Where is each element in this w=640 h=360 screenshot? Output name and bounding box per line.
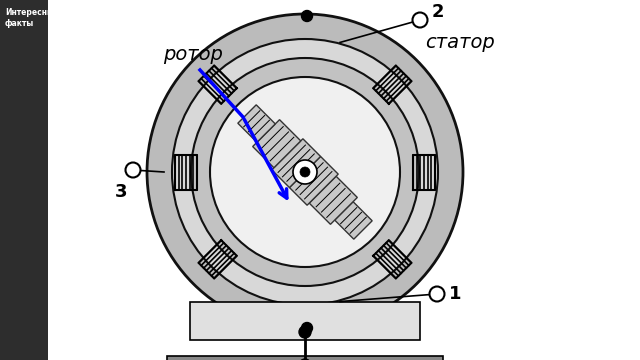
Circle shape [172, 39, 438, 305]
Circle shape [300, 167, 310, 177]
Polygon shape [253, 120, 301, 168]
Circle shape [299, 359, 311, 360]
Bar [0, 0, 48, 360]
Circle shape [191, 58, 419, 286]
Text: 3: 3 [115, 183, 127, 201]
Polygon shape [335, 202, 372, 239]
Circle shape [299, 326, 311, 338]
Bar [167, 356, 443, 360]
Circle shape [413, 13, 428, 27]
Text: ротор: ротор [163, 45, 223, 64]
Bar [190, 302, 420, 340]
Circle shape [125, 162, 141, 177]
Polygon shape [238, 105, 275, 142]
Circle shape [210, 77, 400, 267]
Polygon shape [289, 157, 338, 205]
Text: 2: 2 [432, 3, 445, 21]
Circle shape [301, 323, 312, 333]
Text: Интересные
факты: Интересные факты [5, 8, 59, 28]
Circle shape [293, 160, 317, 184]
Text: 1: 1 [449, 285, 461, 303]
Polygon shape [309, 176, 357, 224]
Circle shape [301, 10, 312, 22]
Text: статор: статор [425, 33, 495, 52]
Circle shape [429, 287, 445, 302]
Circle shape [147, 14, 463, 330]
Polygon shape [272, 139, 321, 188]
